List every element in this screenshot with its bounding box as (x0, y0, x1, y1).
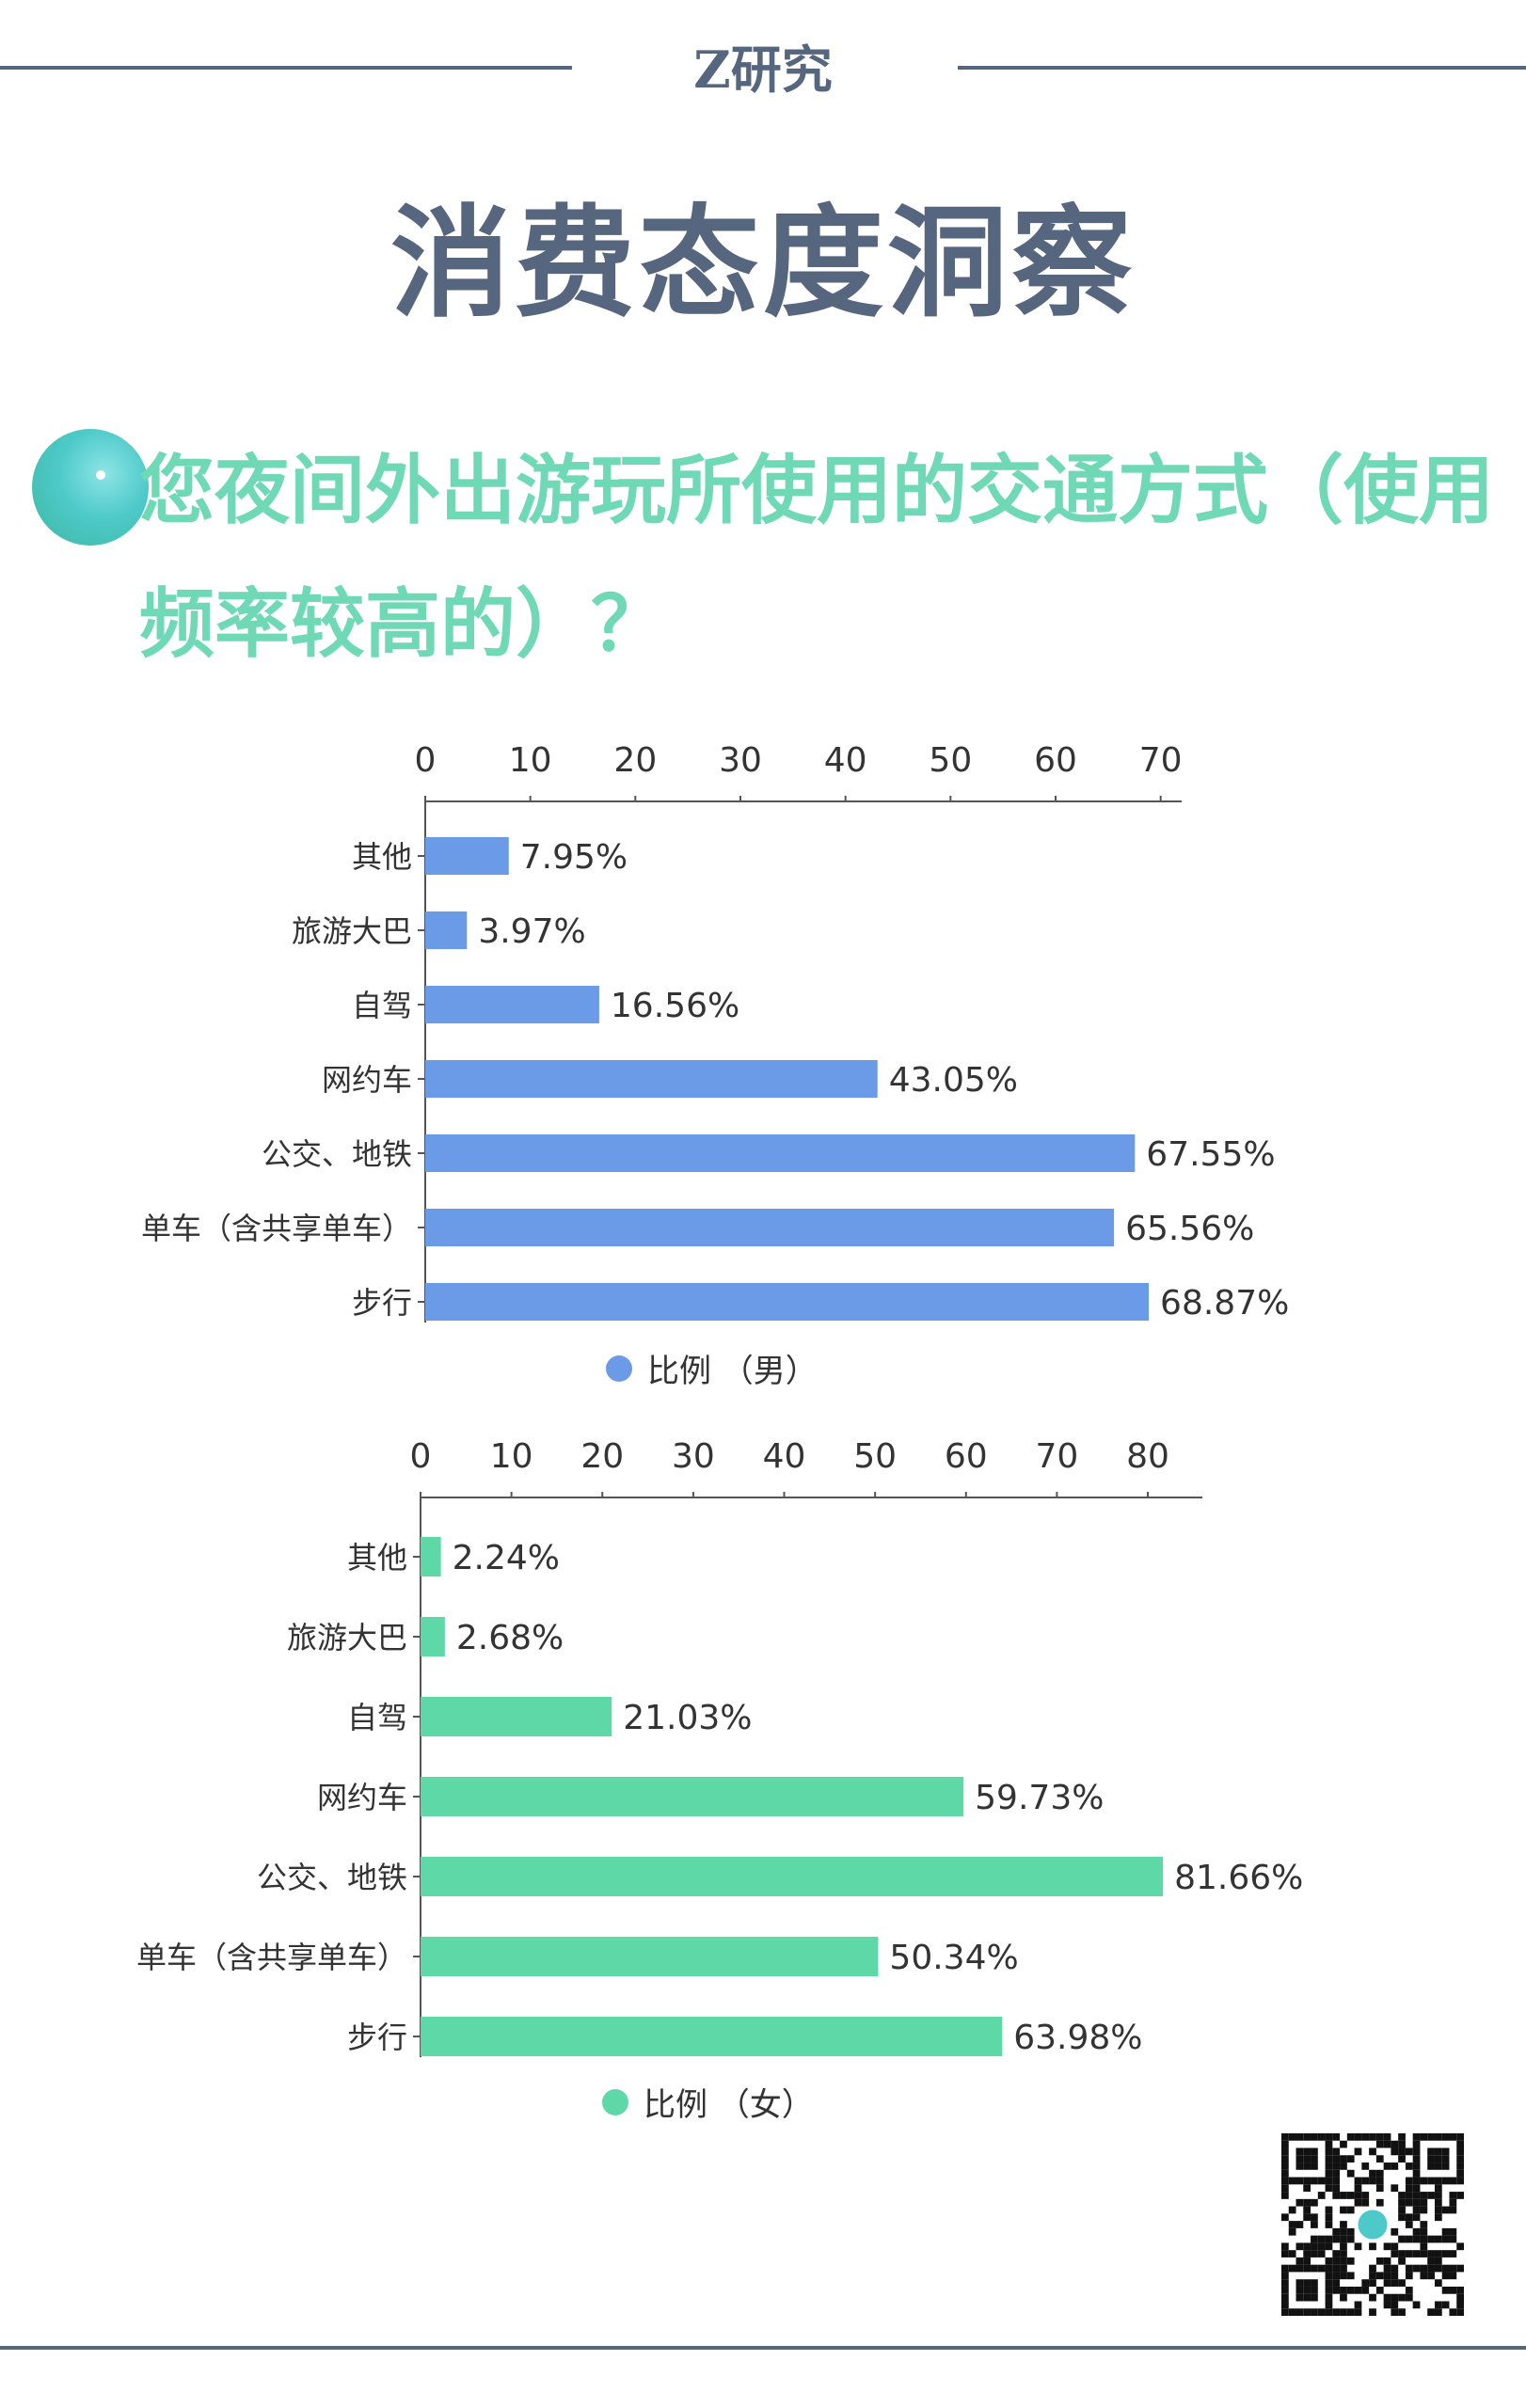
bullet-dot-icon (32, 429, 149, 546)
male-data-label: 3.97% (478, 912, 585, 951)
female-data-label: 63.98% (1013, 2019, 1142, 2057)
female-category-label: 旅游大巴 (287, 1620, 407, 1656)
male-category-label: 步行 (352, 1285, 412, 1321)
female-x-tick-label: 40 (763, 1437, 806, 1476)
male-data-label: 16.56% (611, 987, 739, 1025)
male-bar (425, 911, 468, 949)
female-data-label: 21.03% (623, 1699, 752, 1737)
header-rule-right (958, 66, 1526, 70)
female-category-label: 网约车 (317, 1780, 407, 1815)
female-data-label: 50.34% (889, 1939, 1018, 1977)
female-bar (421, 1937, 879, 1976)
male-data-label: 67.55% (1146, 1135, 1275, 1174)
male-bar (425, 1134, 1136, 1172)
legend-female: 比例 （女） (602, 2079, 814, 2125)
female-data-label: 81.66% (1174, 1859, 1303, 1897)
female-x-tick-label: 50 (853, 1437, 897, 1476)
female-bar (421, 1617, 445, 1656)
female-bar (421, 1777, 964, 1816)
male-category-label: 单车（含共享单车） (141, 1211, 412, 1246)
female-x-tick-label: 80 (1126, 1437, 1169, 1476)
male-data-label: 65.56% (1125, 1210, 1254, 1248)
qr-code-icon[interactable] (1281, 2133, 1464, 2316)
female-category-label: 公交、地铁 (257, 1860, 407, 1895)
female-data-label: 2.24% (453, 1539, 560, 1577)
chart-male: 0 10 20 30 40 50 60 70 其他 7.95% 旅游大巴 3.97% 自驾 16.56% 网… (0, 724, 1526, 1402)
female-x-tick-label: 0 (410, 1437, 432, 1476)
female-category-label: 单车（含共享单车） (136, 1940, 407, 1975)
male-x-tick-label: 60 (1034, 741, 1077, 780)
male-x-tick-label: 70 (1139, 741, 1183, 780)
legend-male-label: 比例 （男） (647, 1353, 818, 1390)
male-bar (425, 1060, 878, 1098)
brand-label: Z研究 (693, 40, 833, 100)
chart-female-plot: 0 10 20 30 40 50 60 70 80 其他 2.24% 旅游大巴 2.68% 自驾 21.03… (136, 1437, 1303, 2057)
female-x-tick-label: 30 (672, 1437, 715, 1476)
male-category-label: 网约车 (322, 1062, 412, 1098)
male-x-tick-label: 40 (824, 741, 867, 780)
male-data-label: 7.95% (520, 838, 628, 877)
male-x-tick-label: 20 (613, 741, 657, 780)
legend-female-marker (602, 2088, 628, 2115)
female-x-tick-label: 20 (580, 1437, 624, 1476)
legend-male-marker (606, 1354, 632, 1382)
female-bar (421, 1537, 441, 1576)
female-data-label: 59.73% (975, 1779, 1104, 1817)
header-rule-left (0, 66, 572, 70)
male-x-tick-label: 0 (415, 741, 437, 780)
male-x-tick-label: 10 (509, 741, 552, 780)
legend-male: 比例 （男） (606, 1345, 818, 1391)
female-x-tick-label: 10 (490, 1437, 533, 1476)
question-text: 您夜间外出游玩所使用的交通方式（使用频率较高的）？ (139, 446, 1494, 668)
male-bar (425, 1209, 1115, 1246)
footer-rule (0, 2346, 1526, 2350)
female-category-label: 自驾 (347, 1700, 407, 1735)
male-x-tick-label: 30 (719, 741, 762, 780)
male-data-label: 43.05% (889, 1061, 1018, 1100)
male-data-label: 68.87% (1160, 1284, 1289, 1323)
male-category-label: 自驾 (352, 988, 412, 1023)
female-x-tick-label: 70 (1035, 1437, 1078, 1476)
male-bar (425, 986, 599, 1023)
female-data-label: 2.68% (456, 1619, 564, 1657)
qr-center-logo-icon (1358, 2210, 1388, 2240)
female-bar (421, 1857, 1164, 1896)
male-bar (425, 837, 509, 875)
male-category-label: 旅游大巴 (292, 913, 412, 949)
male-category-label: 公交、地铁 (262, 1136, 412, 1172)
chart-female: 0 10 20 30 40 50 60 70 80 其他 2.24% 旅游大巴 2.68% 自驾 21.03… (0, 1422, 1526, 2137)
female-category-label: 其他 (347, 1540, 407, 1576)
female-category-label: 步行 (347, 2020, 407, 2055)
female-bar (421, 2017, 1003, 2056)
female-bar (421, 1697, 612, 1736)
male-category-label: 其他 (352, 839, 412, 875)
page-title: 消费态度洞察 (389, 193, 1136, 334)
female-x-tick-label: 60 (945, 1437, 988, 1476)
chart-male-plot: 0 10 20 30 40 50 60 70 其他 7.95% 旅游大巴 3.97% 自驾 16.56% 网… (141, 741, 1289, 1323)
legend-female-label: 比例 （女） (644, 2086, 814, 2124)
male-x-tick-label: 50 (929, 741, 972, 780)
male-bar (425, 1283, 1150, 1321)
